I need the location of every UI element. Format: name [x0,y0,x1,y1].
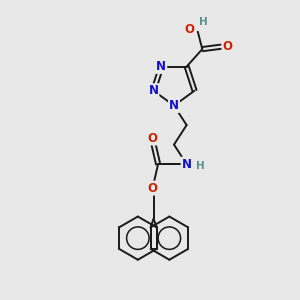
Text: N: N [156,60,166,73]
Text: O: O [147,131,157,145]
Text: N: N [182,158,192,171]
Text: O: O [147,182,157,195]
Text: N: N [169,99,179,112]
Text: H: H [200,17,208,27]
Text: N: N [148,84,158,97]
Text: H: H [196,160,205,171]
Text: O: O [184,23,194,36]
Text: O: O [223,40,232,53]
